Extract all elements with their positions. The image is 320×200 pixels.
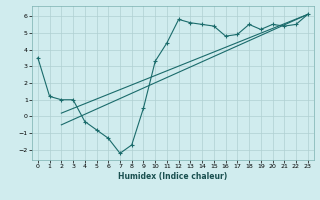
X-axis label: Humidex (Indice chaleur): Humidex (Indice chaleur)	[118, 172, 228, 181]
